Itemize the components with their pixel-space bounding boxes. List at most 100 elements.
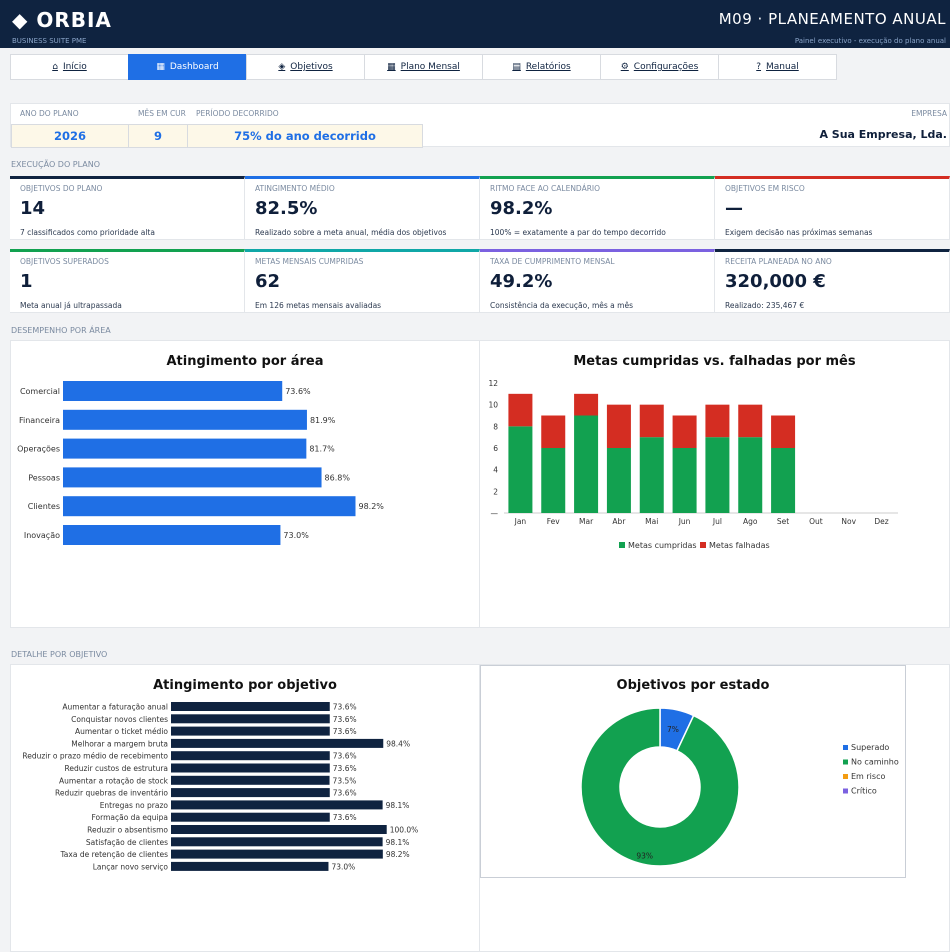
tab-manual[interactable]: ? Manual [718,54,837,80]
bar [171,788,330,798]
tab-label: Configurações [633,62,699,72]
plan-info-strip: ANO DO PLANO MÊS EM CUR PERÍODO DECORRID… [10,103,950,148]
status-chart-panel: Objetivos por estado 7% 93% Superado No cam… [480,665,906,878]
kpi-card: METAS MENSAIS CUMPRIDAS 62 Em 126 metas me… [245,249,480,313]
x-tick-label: Mar [579,517,594,526]
category-label: Inovação [24,531,60,540]
tab-icon: ? [756,62,762,72]
bar-value-label: 81.7% [309,445,335,454]
bar-segment [606,404,631,448]
kpi-label: ATINGIMENTO MÉDIO [255,184,335,193]
area-chart-panel: Atingimento por área Comercial 73.6% Finan… [10,340,480,628]
bar [63,409,307,430]
monthly-chart-title: Metas cumpridas vs. falhadas por mês [573,354,856,369]
kpi-note: Em 126 metas mensais avaliadas [255,301,382,310]
year-field[interactable]: 2026 [11,124,129,148]
bar-segment [705,437,730,513]
bar-segment [508,426,533,513]
bar-value-label: 73.6% [333,789,357,798]
legend-label: Crítico [851,787,877,796]
bar-segment [738,404,763,438]
monthly-stacked-chart: — 2 4 6 8 10 12 Jan Fev Mar Abr Mai Jun Jul Ago Set Out N… [488,379,898,550]
bar-segment [771,448,796,513]
period-label: PERÍODO DECORRIDO [196,109,279,118]
kpi-card: ATINGIMENTO MÉDIO 82.5% Realizado sobre a … [245,176,480,240]
kpi-value: 98.2% [490,198,553,219]
kpi-label: RECEITA PLANEADA NO ANO [725,257,832,266]
tab-label: Objetivos [290,62,333,72]
tab-relat-rios[interactable]: ▤ Relatórios [482,54,601,80]
status-donut-chart: 7% 93% Superado No caminho Em risco Crítico [580,707,899,867]
top-header [0,0,950,48]
x-tick-label: Mai [645,517,658,526]
bar [171,714,330,724]
kpi-label: OBJETIVOS DO PLANO [20,184,103,193]
x-tick-label: Nov [841,517,856,526]
kpi-note: Realizado: 235,467 € [725,301,805,310]
bar [171,837,383,847]
tab-objetivos[interactable]: ◈ Objetivos [246,54,365,80]
bar [171,702,330,711]
legend-label: Em risco [851,772,885,781]
tab-configura-es[interactable]: ⚙ Configurações [600,54,719,80]
slice-label: 7% [667,725,679,734]
tab-plano-mensal[interactable]: ▦ Plano Mensal [364,54,483,80]
kpi-card: OBJETIVOS SUPERADOS 1 Meta anual já ultrap… [10,249,245,313]
category-label: Pessoas [28,473,60,482]
area-bar-chart: Comercial 73.6% Financeira 81.9% Operações 81… [17,381,384,545]
category-label: Comercial [20,387,60,396]
y-tick-label: 12 [488,379,498,388]
x-tick-label: Jan [514,517,527,526]
donut-slice [580,707,740,867]
bar-value-label: 98.2% [386,850,410,859]
legend-label: Metas falhadas [709,541,770,550]
legend-swatch [843,759,848,765]
year-label: ANO DO PLANO [20,109,79,118]
kpi-label: METAS MENSAIS CUMPRIDAS [255,257,364,266]
page-title: M09 · PLANEAMENTO ANUAL [718,10,946,28]
bar-segment [771,415,796,448]
tab-dashboard[interactable]: ▦ Dashboard [128,54,247,80]
kpi-card: OBJETIVOS DO PLANO 14 7 classificados como… [10,176,245,240]
month-field[interactable]: 9 [128,124,188,148]
objective-chart-title: Atingimento por objetivo [153,678,337,693]
legend-swatch [843,774,848,779]
x-tick-label: Dez [874,517,888,526]
bar-value-label: 73.6% [333,715,357,724]
kpi-card: RITMO FACE AO CALENDÁRIO 98.2% 100% = exat… [480,176,715,240]
tab-in-cio[interactable]: ⌂ Início [10,54,129,80]
y-tick-label: — [491,509,499,518]
x-tick-label: Jul [712,517,722,526]
category-label: Reduzir quebras de inventário [55,789,168,798]
bar-segment [541,448,566,513]
kpi-label: OBJETIVOS EM RISCO [725,184,805,193]
category-label: Melhorar a margem bruta [71,739,168,748]
bar-segment [639,404,664,438]
tab-icon: ⚙ [620,62,629,72]
tab-label: Manual [766,62,799,72]
tab-icon: ▤ [512,62,521,72]
category-label: Aumentar a faturação anual [62,703,168,712]
kpi-note: 7 classificados como prioridade alta [20,228,155,237]
bar-segment [738,437,763,513]
category-label: Aumentar o ticket médio [75,727,168,736]
legend-label: Metas cumpridas [628,541,697,550]
monthly-chart-panel: Metas cumpridas vs. falhadas por mês — 2 4… [479,340,950,628]
bar-value-label: 73.6% [333,727,357,736]
area-chart-title: Atingimento por área [166,354,324,369]
bar [171,763,330,773]
section-detail-label: DETALHE POR OBJETIVO [11,650,108,659]
slice-label: 93% [636,851,653,860]
category-label: Formação da equipa [92,813,169,822]
bar [63,525,281,545]
bar-value-label: 73.6% [285,387,311,396]
x-tick-label: Abr [612,517,626,526]
kpi-note: Meta anual já ultrapassada [20,301,122,310]
bar-value-label: 73.0% [283,531,309,540]
kpi-note: Realizado sobre a meta anual, média dos … [255,228,447,237]
bar-segment [639,437,664,513]
app-logo: ◆ ORBIA [12,8,112,32]
category-label: Entregas no prazo [100,801,169,810]
bar-segment [541,415,566,448]
bar [171,849,383,859]
